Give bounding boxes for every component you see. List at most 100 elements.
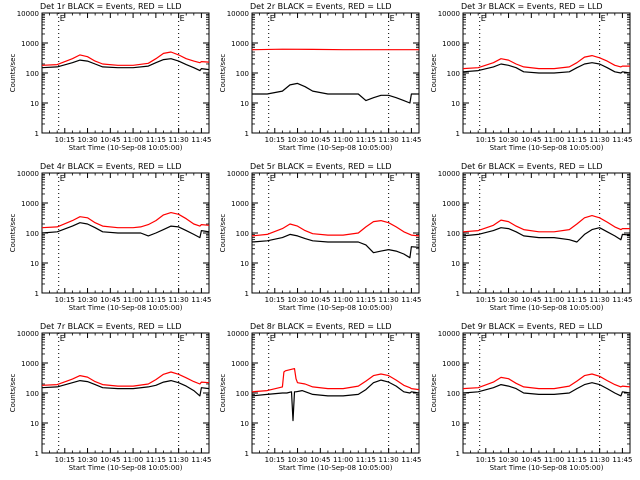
panel-1-y-tick-label: 10 [30,100,39,108]
panel-9-y-tick-label: 10 [451,420,460,428]
panel-6-y-tick-label: 10 [451,260,460,268]
panel-6-x-axis-label: Start Time (10-Sep-08 10:05:00) [490,304,604,312]
panel-4-y-tick-label: 1 [35,290,39,298]
panel-8-events-line [251,379,420,422]
panel-3-events-line [462,62,631,74]
panel-1-plot-frame [41,12,210,134]
panel-5-marker-label: E [390,174,395,183]
panel-6-x-tick-label: 10:30 [498,296,518,304]
panel-7-x-tick-label: 11:45 [191,456,211,464]
panel-5-events-line [251,233,420,259]
panel-6-marker-label: E [481,174,486,183]
panel-3-title: Det 3r BLACK = Events, RED = LLD [461,2,603,11]
panel-8-title: Det 8r BLACK = Events, RED = LLD [250,322,392,331]
panel-9-title: Det 9r BLACK = Events, RED = LLD [461,322,603,331]
panel-2-x-tick-label: 10:30 [287,136,307,144]
panel-8-x-tick-label: 11:00 [333,456,353,464]
panel-7-y-axis-label: Counts/sec [9,374,17,413]
panel-4-marker-label: E [180,174,185,183]
panel-7-marker-label: E [180,334,185,343]
panel-2-y-tick-label: 100 [236,70,249,78]
panel-2-y-tick-label: 1000 [231,40,249,48]
panel-6-y-axis-label: Counts/sec [430,214,438,253]
panel-1-lld-line [41,51,210,66]
panel-4-y-tick-label: 1000 [21,200,39,208]
panel-7-title: Det 7r BLACK = Events, RED = LLD [40,322,182,331]
panel-6-x-tick-label: 11:45 [612,296,632,304]
panel-7-y-tick-label: 10 [30,420,39,428]
panel-3-x-tick-label: 11:45 [612,136,632,144]
panel-4-x-tick-label: 11:00 [123,296,143,304]
panel-9-x-tick-label: 11:15 [567,456,587,464]
panel-4-marker-label: E [60,174,65,183]
panel-1-y-tick-label: 100 [26,70,39,78]
panel-7-y-tick-label: 10000 [17,330,39,338]
panel-2-plot-frame [251,12,420,134]
panel-5-plot-frame [251,172,420,294]
panel-5-x-tick-label: 11:00 [333,296,353,304]
panel-1: Det 1r BLACK = Events, RED = LLD 1 10 100 10… [9,2,212,152]
panel-8-marker-label: E [270,334,275,343]
panel-6-title: Det 6r BLACK = Events, RED = LLD [461,162,603,171]
panel-8-y-axis-label: Counts/sec [219,374,227,413]
panel-9-plot-frame [462,332,631,454]
panel-7-marker-label: E [60,334,65,343]
panel-1-events-line [41,58,210,72]
panel-8-y-tick-label: 1 [245,450,249,458]
panel-1-marker-label: E [180,14,185,23]
panel-3-x-tick-label: 11:30 [590,136,610,144]
panel-8-x-tick-label: 11:15 [356,456,376,464]
panel-6-plot-frame [462,172,631,294]
panel-9-y-axis-label: Counts/sec [430,374,438,413]
panel-7-x-tick-label: 11:30 [169,456,189,464]
panel-9-y-tick-label: 1 [456,450,460,458]
panel-2-x-tick-label: 10:45 [310,136,330,144]
panel-9-x-tick-label: 10:30 [498,456,518,464]
panel-9-x-tick-label: 10:45 [521,456,541,464]
panel-7-x-tick-label: 10:45 [100,456,120,464]
panel-7-x-tick-label: 10:30 [77,456,97,464]
panel-6-x-tick-label: 10:45 [521,296,541,304]
panel-7-y-tick-label: 1000 [21,360,39,368]
panel-2-marker-label: E [390,14,395,23]
panel-3-marker-label: E [601,14,606,23]
panel-3-y-tick-label: 1 [456,130,460,138]
panel-9-y-tick-label: 100 [447,390,460,398]
panel-9-lld-line [462,373,631,390]
panel-8-marker-label: E [390,334,395,343]
panel-8-x-tick-label: 10:45 [310,456,330,464]
panel-9-x-tick-label: 11:45 [612,456,632,464]
panel-4-events-line [41,222,210,239]
panel-7-x-tick-label: 11:15 [146,456,166,464]
panel-7-events-line [41,380,210,397]
panel-4-y-tick-label: 10 [30,260,39,268]
panel-8-x-axis-label: Start Time (10-Sep-08 10:05:00) [279,464,393,472]
panel-1-x-tick-label: 10:30 [77,136,97,144]
panel-7-plot-frame [41,332,210,454]
panel-1-y-tick-label: 1000 [21,40,39,48]
panel-2-lld-line [251,48,419,51]
panel-2-marker-label: E [270,14,275,23]
panel-7-lld-line [41,371,210,387]
panel-3-y-axis-label: Counts/sec [430,54,438,93]
panel-3-x-tick-label: 11:15 [567,136,587,144]
panel-3-x-axis-label: Start Time (10-Sep-08 10:05:00) [490,144,604,152]
panel-2-x-tick-label: 11:00 [333,136,353,144]
panel-8-x-tick-label: 11:30 [379,456,399,464]
panel-5-x-tick-label: 10:45 [310,296,330,304]
panel-3-x-tick-label: 11:00 [544,136,564,144]
panel-4-title: Det 4r BLACK = Events, RED = LLD [40,162,182,171]
panel-1-x-tick-label: 10:45 [100,136,120,144]
panel-2-x-tick-label: 11:30 [379,136,399,144]
panel-3-y-tick-label: 100 [447,70,460,78]
panel-6-events-line [462,227,631,243]
panel-4-x-tick-label: 11:15 [146,296,166,304]
panel-2-y-tick-label: 10000 [227,10,249,18]
panel-8-y-tick-label: 100 [236,390,249,398]
panel-2-x-axis-label: Start Time (10-Sep-08 10:05:00) [279,144,393,152]
panel-9-y-tick-label: 1000 [442,360,460,368]
panel-8-y-tick-label: 10 [240,420,249,428]
panel-5-x-tick-label: 11:30 [379,296,399,304]
panel-2-x-tick-label: 11:15 [356,136,376,144]
